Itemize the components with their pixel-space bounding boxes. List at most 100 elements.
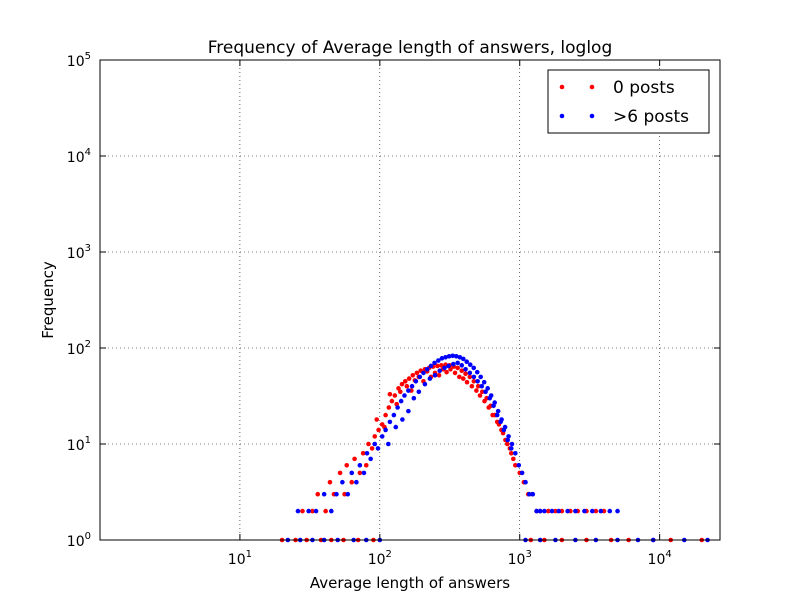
data-point: [479, 389, 485, 395]
data-point: [396, 386, 401, 391]
data-point: [334, 491, 339, 497]
data-point: [467, 374, 473, 380]
data-point: [427, 376, 433, 381]
data-point: [508, 446, 514, 451]
data-point: [455, 365, 460, 371]
data-point: [435, 363, 440, 369]
data-point: [406, 388, 411, 393]
data-point: [402, 393, 407, 398]
data-point: [337, 470, 343, 476]
data-point: [300, 508, 305, 514]
data-point: [582, 508, 587, 514]
data-point: [360, 451, 366, 456]
data-point: [463, 371, 468, 376]
data-point: [490, 412, 495, 418]
data-point: [374, 417, 380, 422]
data-point: [410, 372, 416, 378]
data-point: [444, 369, 449, 375]
data-point: [479, 383, 485, 389]
chart-title: Frequency of Average length of answers, …: [208, 38, 613, 58]
data-point: [487, 395, 493, 401]
data-point: [379, 434, 385, 439]
data-point: [400, 417, 405, 422]
data-point: [393, 424, 399, 430]
data-point: [313, 508, 319, 514]
data-point: [475, 383, 481, 389]
data-point: [446, 363, 451, 369]
data-point: [386, 441, 391, 447]
data-point: [387, 391, 393, 397]
data-point: [323, 508, 328, 514]
data-point: [467, 362, 473, 367]
data-point: [469, 383, 475, 389]
data-point: [450, 353, 456, 359]
data-point: [486, 405, 491, 410]
data-point: [471, 365, 477, 371]
data-point: [471, 378, 477, 384]
x-tick-label: 104: [648, 549, 672, 568]
data-point: [498, 419, 503, 425]
data-point: [553, 508, 558, 514]
data-point: [369, 446, 375, 451]
data-point: [513, 462, 518, 468]
data-point: [452, 370, 458, 376]
data-point: [315, 491, 321, 497]
data-point: [481, 379, 487, 385]
data-point: [607, 508, 613, 514]
data-point: [409, 383, 415, 389]
data-point: [344, 462, 350, 468]
y-tick-label: 101: [67, 435, 91, 454]
data-point: [306, 508, 311, 514]
y-tick-label: 100: [67, 531, 91, 550]
series-over-six-posts: [285, 353, 710, 543]
data-point: [615, 508, 620, 514]
data-point: [372, 434, 378, 439]
data-point: [598, 508, 604, 514]
data-point: [387, 419, 393, 425]
data-point: [368, 456, 373, 462]
data-point: [526, 491, 532, 497]
data-point: [391, 412, 397, 418]
data-point: [523, 479, 528, 485]
data-point: [446, 353, 452, 359]
data-point: [329, 508, 334, 514]
data-point: [534, 508, 539, 514]
data-point: [457, 374, 462, 380]
data-point: [549, 508, 555, 514]
data-point: [383, 412, 388, 418]
data-point: [457, 355, 463, 360]
data-point: [506, 434, 511, 439]
axis-ticks: 101 102 103 104 100 101 102 103 104 105: [67, 51, 720, 568]
legend-label: >6 posts: [613, 107, 689, 127]
data-point: [537, 508, 543, 514]
series-zero-posts: [279, 362, 705, 543]
data-point: [494, 412, 500, 418]
data-point: [460, 356, 466, 362]
data-point: [413, 378, 419, 384]
data-point: [455, 360, 460, 366]
data-point: [464, 379, 470, 385]
data-point: [519, 470, 525, 476]
data-point: [459, 368, 465, 374]
data-point: [357, 470, 363, 476]
data-point: [474, 369, 480, 375]
data-point: [404, 383, 410, 389]
x-axis-label: Average length of answers: [310, 574, 510, 592]
data-point: [345, 491, 351, 497]
data-point: [340, 479, 345, 485]
data-point: [372, 441, 378, 447]
data-point: [436, 372, 442, 378]
data-point: [386, 405, 392, 410]
x-tick-label: 101: [228, 549, 252, 568]
data-point: [411, 395, 417, 401]
legend-marker: [589, 84, 595, 90]
data-point: [491, 403, 496, 409]
data-point: [501, 427, 507, 433]
data-point: [417, 374, 423, 380]
data-point: [349, 479, 355, 485]
data-point: [494, 419, 500, 425]
data-point: [505, 437, 510, 443]
data-point: [475, 378, 480, 384]
data-point: [477, 393, 483, 398]
